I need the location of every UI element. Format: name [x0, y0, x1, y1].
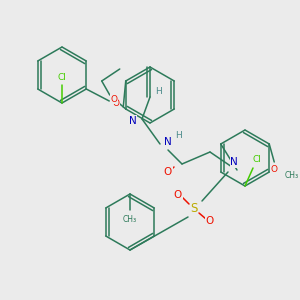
- Text: N: N: [164, 137, 172, 147]
- Text: O: O: [174, 190, 182, 200]
- Text: O: O: [113, 100, 120, 109]
- Text: O: O: [110, 94, 117, 103]
- Text: CH₃: CH₃: [123, 215, 137, 224]
- Text: N: N: [129, 116, 137, 126]
- Text: H: H: [156, 88, 162, 97]
- Text: CH₃: CH₃: [284, 172, 298, 181]
- Text: H: H: [175, 131, 182, 140]
- Text: Cl: Cl: [58, 73, 66, 82]
- Text: O: O: [271, 166, 278, 175]
- Text: O: O: [206, 216, 214, 226]
- Text: Cl: Cl: [253, 155, 261, 164]
- Text: S: S: [190, 202, 198, 215]
- Text: N: N: [230, 157, 238, 167]
- Text: O: O: [164, 167, 172, 177]
